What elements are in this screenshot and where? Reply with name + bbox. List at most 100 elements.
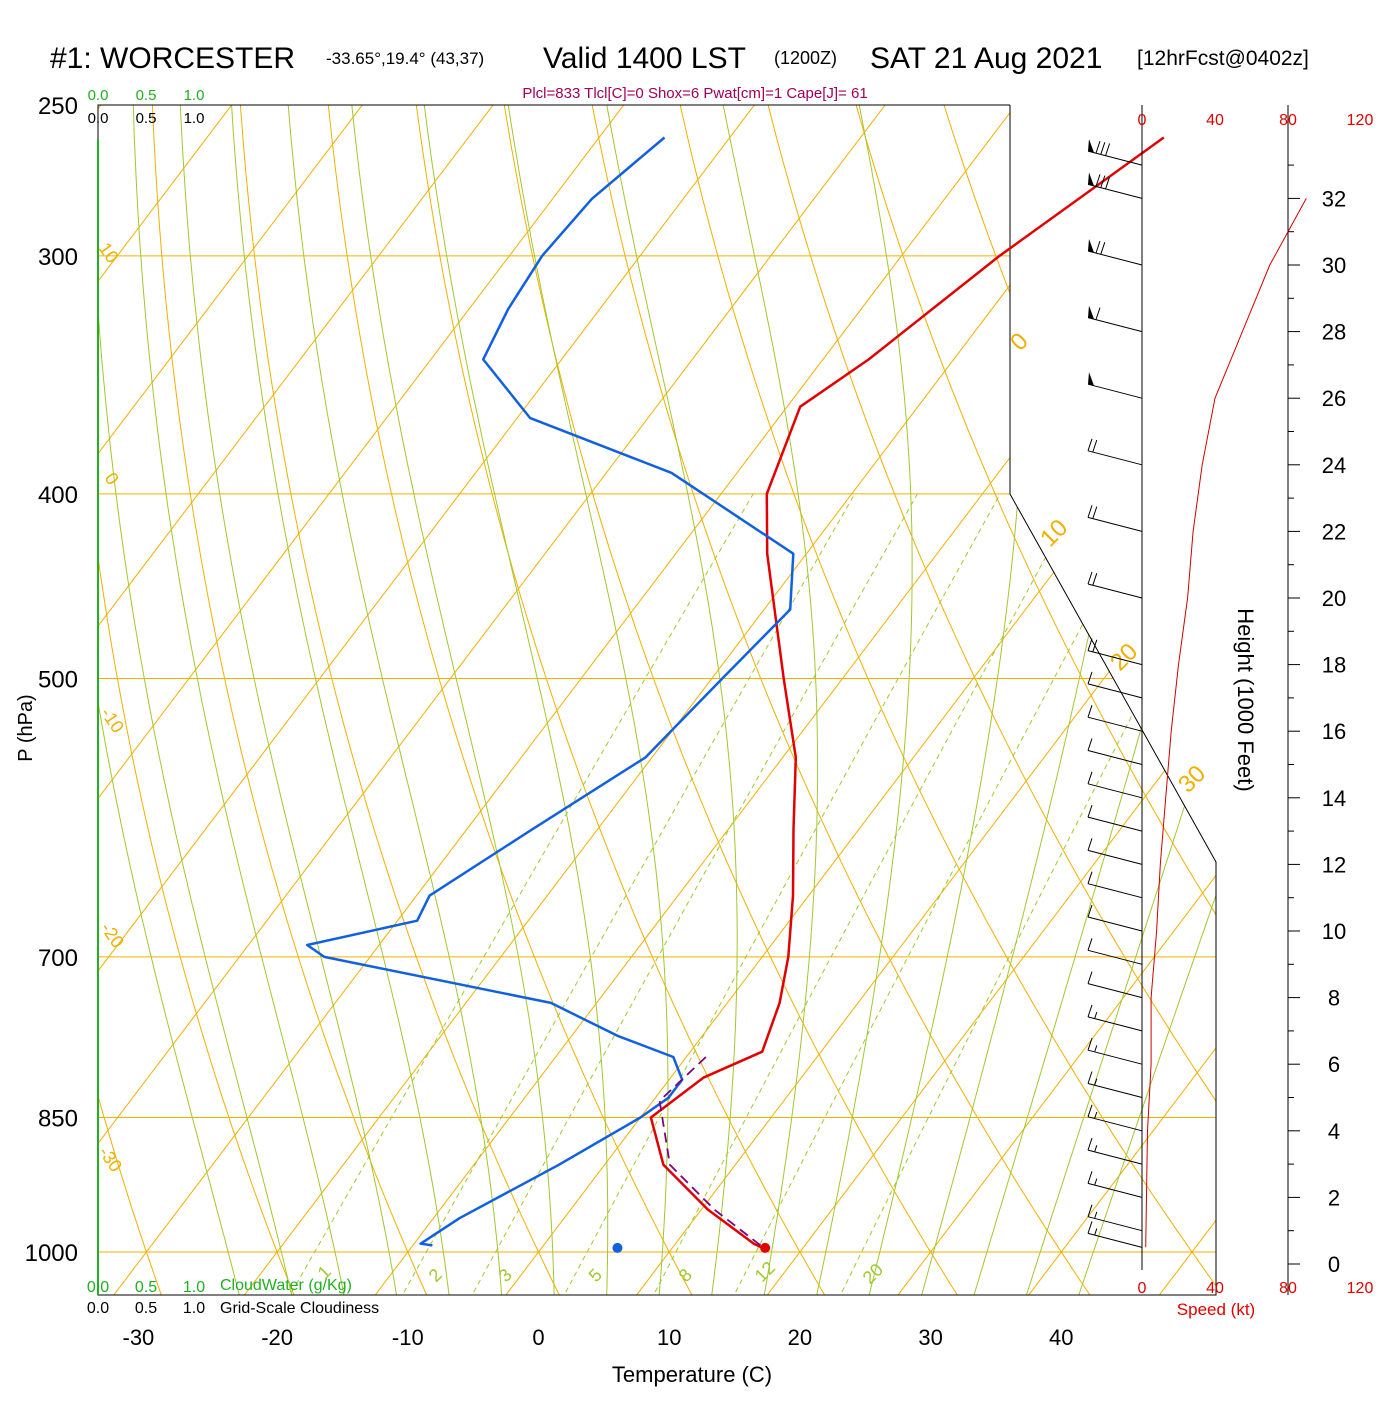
- isotherm-label: -30: [95, 1143, 126, 1176]
- wind-barb-feather: [1087, 1038, 1093, 1051]
- temperature-axis-labels: -30 -20 -10 0 10 20 30 40: [123, 1325, 1074, 1350]
- height-tick-label: 26: [1322, 386, 1346, 411]
- wind-barb: [1087, 871, 1143, 899]
- dewpoint-line: [305, 136, 795, 1247]
- isotherm-line: [98, 105, 966, 1295]
- temperature-tick-label: 40: [1049, 1325, 1073, 1350]
- moist-adiabat-line: [131, 105, 346, 1295]
- wind-barb: [1087, 1204, 1143, 1232]
- wind-barb: [1087, 971, 1143, 999]
- wind-barb-feather: [1087, 671, 1093, 685]
- moist-adiabat-line: [1024, 105, 1216, 1295]
- dry-adiabat-line: [98, 105, 297, 1295]
- wind-barb: [1087, 372, 1143, 399]
- pressure-tick-label: 300: [38, 244, 78, 271]
- wind-barb-feather: [1087, 871, 1093, 884]
- speed-tick: 80: [1279, 112, 1297, 129]
- moist-adiabat-line: [280, 105, 503, 1295]
- wind-barb-staff: [1087, 949, 1143, 965]
- temperature-line: [649, 136, 1165, 1250]
- isotherm-line: [364, 105, 1216, 1295]
- isotherm-line: [1149, 105, 1216, 1295]
- wind-barb-feather: [1087, 505, 1093, 518]
- wind-barb-feather: [1087, 1004, 1093, 1018]
- wind-barb: [1087, 671, 1143, 699]
- speed-top-axis: 0 40 80 120: [1138, 112, 1374, 129]
- wind-barb-feather: [1105, 143, 1111, 156]
- cloud-water-title: CloudWater (g/Kg): [220, 1277, 352, 1294]
- stability-indices: Plcl=833 Tlcl[C]=0 Shox=6 Pwat[cm]=1 Cap…: [522, 85, 867, 102]
- height-tick-label: 6: [1328, 1052, 1340, 1077]
- wind-barb-staff: [1087, 317, 1143, 333]
- wind-barb: [1087, 1221, 1143, 1248]
- moist-adiabat-lines: [98, 105, 1216, 1295]
- dry-adiabat-line: [318, 105, 696, 1295]
- wind-barb: [1087, 638, 1143, 666]
- speed-tick: 0: [1138, 112, 1147, 129]
- forecast-date: SAT 21 Aug 2021: [870, 42, 1102, 75]
- height-tick-label: 0: [1328, 1252, 1340, 1277]
- wind-barb-staff: [1087, 183, 1143, 199]
- wind-barb: [1087, 305, 1143, 333]
- wind-barb-feather: [1087, 838, 1093, 851]
- mixing-ratio-lines: [282, 493, 1216, 1295]
- wind-barb-feather: [1087, 1137, 1093, 1151]
- cloud-water-tick: 0.5: [136, 87, 157, 104]
- wind-barb-feather: [1087, 771, 1093, 784]
- station-title: #1: WORCESTER: [50, 42, 295, 75]
- wind-barb: [1087, 738, 1143, 765]
- mixing-ratio-label: 3: [495, 1265, 516, 1286]
- cloudiness-bottom-axis: 0.0 0.5 1.0 Grid-Scale Cloudiness: [87, 1300, 379, 1317]
- wind-barb-feather: [1087, 705, 1093, 718]
- height-tick-label: 14: [1322, 786, 1346, 811]
- speed-tick: 120: [1347, 112, 1374, 129]
- wind-barb-staff: [1087, 816, 1143, 832]
- forecast-run: [12hrFcst@0402z]: [1137, 47, 1309, 70]
- wind-barb-staff: [1087, 516, 1143, 532]
- wind-barb-staff: [1087, 1182, 1143, 1198]
- wind-barb-staff: [1087, 1216, 1143, 1232]
- isotherm-line: [495, 105, 1216, 1295]
- moist-adiabat-line: [176, 105, 398, 1295]
- pressure-tick-label: 500: [38, 667, 78, 694]
- dry-adiabat-line: [827, 105, 1216, 1295]
- mixing-ratio-label: 2: [425, 1265, 446, 1286]
- wind-barb-staff: [1087, 450, 1143, 466]
- wind-barb-half-feather: [1094, 1011, 1098, 1019]
- isotherm-line: [98, 105, 443, 1295]
- speed-tick: 40: [1206, 112, 1224, 129]
- wind-barb-feather: [1095, 174, 1101, 187]
- height-tick-label: 22: [1322, 519, 1346, 544]
- wind-barb-staff: [1087, 1049, 1143, 1065]
- wind-barb: [1087, 139, 1143, 166]
- isotherm-label: 0: [101, 469, 123, 489]
- isotherm-label: 0: [1005, 328, 1034, 357]
- isotherm-lines: [98, 105, 1216, 1295]
- wind-barb: [1087, 1137, 1143, 1165]
- dry-adiabat-line: [1166, 105, 1216, 1295]
- wind-barb: [1087, 1171, 1143, 1198]
- speed-tick: 120: [1347, 1280, 1374, 1297]
- wind-barb-feather: [1087, 904, 1093, 918]
- wind-barb-half-feather: [1094, 1145, 1098, 1152]
- wind-barb: [1087, 571, 1143, 599]
- height-tick-label: 10: [1322, 919, 1346, 944]
- wind-barb-staff: [1087, 650, 1143, 666]
- speed-axis-title: Speed (kt): [1177, 1300, 1255, 1319]
- isotherm-line: [887, 105, 1216, 1295]
- mixing-ratio-line: [727, 493, 1153, 1295]
- mixing-ratio-label: 20: [859, 1260, 887, 1288]
- dry-adiabat-line: [742, 105, 1216, 1295]
- cloudiness-tick: 0.0: [88, 110, 109, 127]
- wind-barb-staff: [1087, 883, 1143, 899]
- mixing-ratio-line: [464, 493, 918, 1295]
- wind-barb-feather: [1087, 804, 1093, 818]
- isotherm-line: [1018, 105, 1216, 1295]
- moist-adiabat-line: [226, 105, 451, 1295]
- temperature-tick-label: 10: [657, 1325, 681, 1350]
- moist-adiabat-line: [98, 105, 294, 1295]
- surface-dewpoint-dot: [612, 1242, 623, 1253]
- wind-barb-staff: [1087, 583, 1143, 599]
- cloud-water-tick: 1.0: [184, 87, 205, 104]
